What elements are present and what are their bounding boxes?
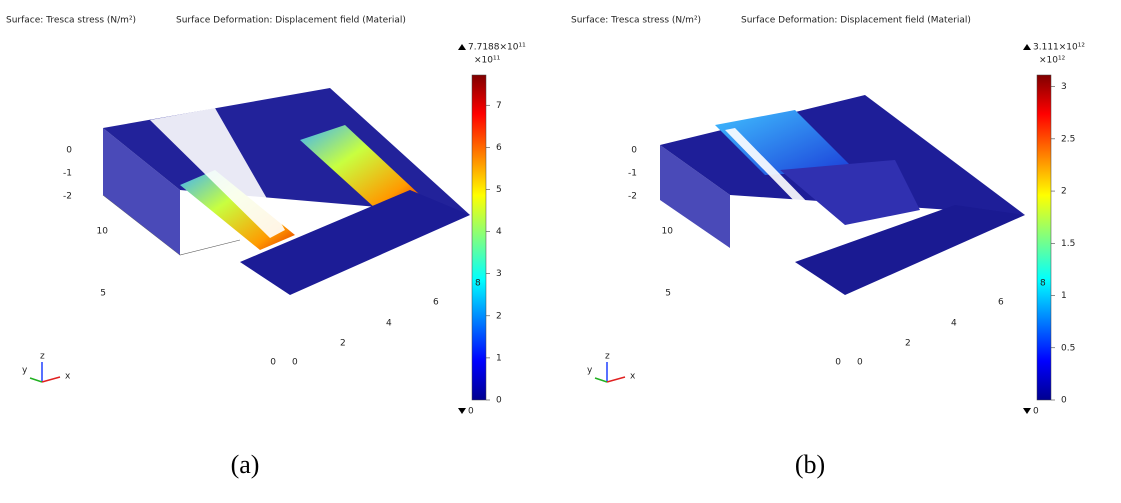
colorbar-tick-label: 6 bbox=[496, 143, 502, 153]
panel: Surface: Tresca stress (N/m²) Surface Def… bbox=[571, 16, 1085, 479]
z-tick-label: -2 bbox=[628, 192, 637, 202]
x-tick-label: 8 bbox=[1040, 279, 1046, 289]
colorbar-tick-label: 3 bbox=[1061, 82, 1067, 92]
y-tick-label: 10 bbox=[662, 227, 674, 237]
x-tick-label: 2 bbox=[905, 339, 911, 349]
x-tick-label: 6 bbox=[998, 298, 1004, 308]
y-tick-label: 5 bbox=[100, 289, 106, 299]
triad-z-label: z bbox=[605, 352, 610, 362]
x-tick-label: 2 bbox=[340, 339, 346, 349]
colorbar-min: 0 bbox=[468, 407, 474, 417]
triad-y bbox=[29, 377, 43, 383]
min-arrow bbox=[1023, 408, 1031, 414]
plot-title: Surface: Tresca stress (N/m²) bbox=[6, 16, 136, 26]
model-b bbox=[660, 95, 1025, 295]
colorbar bbox=[471, 74, 487, 401]
triad-x bbox=[41, 376, 61, 383]
colorbar-tick-label: 0 bbox=[1061, 396, 1067, 406]
triad-z-label: z bbox=[40, 352, 45, 362]
y-tick-label: 5 bbox=[665, 289, 671, 299]
colorbar-tick-label: 2.5 bbox=[1061, 134, 1075, 144]
caption: (b) bbox=[795, 450, 825, 479]
min-arrow bbox=[458, 408, 466, 414]
model-a bbox=[102, 88, 470, 295]
y-tick-label: 0 bbox=[835, 358, 841, 368]
colorbar-tick-label: 0 bbox=[496, 396, 502, 406]
max-arrow bbox=[1023, 44, 1031, 50]
colorbar-tick-label: 4 bbox=[496, 227, 502, 237]
triad-x-label: x bbox=[630, 372, 636, 382]
panel: Surface: Tresca stress (N/m²) Surface Def… bbox=[6, 16, 526, 479]
triad-y-label: y bbox=[587, 366, 593, 376]
colorbar-tick-label: 1 bbox=[496, 353, 502, 363]
triad-y-label: y bbox=[22, 366, 28, 376]
triad-x-label: x bbox=[65, 372, 71, 382]
colorbar-min: 0 bbox=[1033, 407, 1039, 417]
z-tick-label: 0 bbox=[631, 146, 637, 156]
triad-x bbox=[606, 376, 626, 383]
colorbar-tick-label: 3 bbox=[496, 269, 502, 279]
z-tick-label: -1 bbox=[628, 169, 637, 179]
colorbar-multiplier: ×10¹² bbox=[1039, 56, 1066, 66]
x-tick-label: 4 bbox=[951, 319, 957, 329]
colorbar-tick-label: 7 bbox=[496, 101, 502, 111]
colorbar-max: 3.111×10¹² bbox=[1033, 43, 1085, 53]
colorbar-tick-label: 1 bbox=[1061, 291, 1067, 301]
colorbar-tick-label: 0.5 bbox=[1061, 343, 1075, 353]
y-tick-label: 10 bbox=[97, 227, 109, 237]
colorbar-tick-label: 2 bbox=[496, 311, 502, 321]
y-tick-label: 0 bbox=[270, 358, 276, 368]
plot-title: Surface: Tresca stress (N/m²) bbox=[571, 16, 701, 26]
colorbar-multiplier: ×10¹¹ bbox=[474, 56, 501, 66]
colorbar bbox=[1036, 74, 1052, 401]
triad-y bbox=[594, 377, 608, 383]
caption: (a) bbox=[231, 450, 260, 479]
x-tick-label: 6 bbox=[433, 298, 439, 308]
x-tick-label: 0 bbox=[292, 358, 298, 368]
deformation-title: Surface Deformation: Displacement field … bbox=[176, 16, 406, 26]
z-tick-label: -1 bbox=[63, 169, 72, 179]
z-tick-label: -2 bbox=[63, 192, 72, 202]
x-tick-label: 8 bbox=[475, 279, 481, 289]
colorbar-tick-label: 2 bbox=[1061, 187, 1067, 197]
colorbar-tick-label: 5 bbox=[496, 185, 502, 195]
x-tick-label: 0 bbox=[857, 358, 863, 368]
colorbar-max: 7.7188×10¹¹ bbox=[468, 43, 526, 53]
deformation-title: Surface Deformation: Displacement field … bbox=[741, 16, 971, 26]
x-tick-label: 4 bbox=[386, 319, 392, 329]
z-tick-label: 0 bbox=[66, 146, 72, 156]
max-arrow bbox=[458, 44, 466, 50]
colorbar-tick-label: 1.5 bbox=[1061, 239, 1075, 249]
